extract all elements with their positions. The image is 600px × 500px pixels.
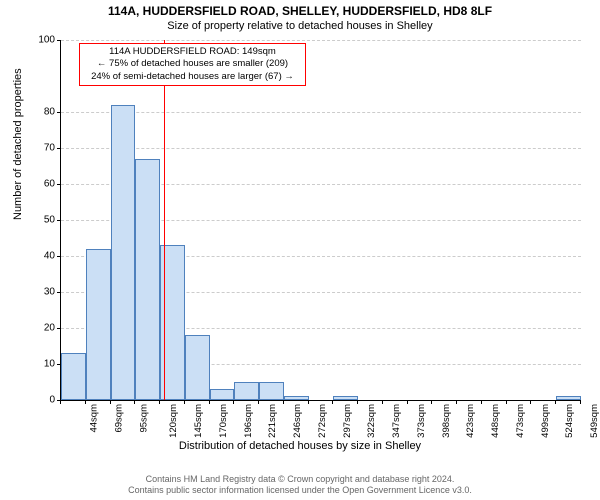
- bar: [86, 249, 111, 400]
- y-tick-label: 100: [25, 35, 55, 46]
- bar: [333, 396, 358, 400]
- x-tick-mark: [258, 400, 259, 404]
- y-axis-label: Number of detached properties: [12, 68, 24, 220]
- y-tick-label: 50: [25, 215, 55, 226]
- x-tick-mark: [233, 400, 234, 404]
- x-tick-label: 221sqm: [267, 404, 278, 438]
- x-tick-mark: [308, 400, 309, 404]
- marker-line: [164, 40, 165, 400]
- attribution: Contains HM Land Registry data © Crown c…: [0, 474, 600, 496]
- attribution-line-1: Contains HM Land Registry data © Crown c…: [0, 474, 600, 485]
- x-tick-label: 272sqm: [317, 404, 328, 438]
- y-tick-label: 20: [25, 323, 55, 334]
- x-tick-mark: [506, 400, 507, 404]
- x-tick-label: 95sqm: [138, 404, 149, 433]
- title-sub: Size of property relative to detached ho…: [0, 20, 600, 32]
- x-tick-mark: [456, 400, 457, 404]
- x-tick-mark: [481, 400, 482, 404]
- x-tick-label: 549sqm: [589, 404, 600, 438]
- y-tick-label: 70: [25, 143, 55, 154]
- x-tick-mark: [283, 400, 284, 404]
- y-tick-mark: [57, 148, 61, 149]
- y-tick-mark: [57, 112, 61, 113]
- bar: [284, 396, 309, 400]
- x-tick-mark: [110, 400, 111, 404]
- x-tick-label: 398sqm: [440, 404, 451, 438]
- bar: [259, 382, 284, 400]
- x-tick-label: 196sqm: [242, 404, 253, 438]
- bar: [234, 382, 259, 400]
- x-axis-label: Distribution of detached houses by size …: [0, 440, 600, 452]
- x-tick-mark: [60, 400, 61, 404]
- title-main: 114A, HUDDERSFIELD ROAD, SHELLEY, HUDDER…: [0, 4, 600, 18]
- x-tick-label: 120sqm: [168, 404, 179, 438]
- y-tick-label: 40: [25, 251, 55, 262]
- y-tick-mark: [57, 292, 61, 293]
- x-tick-mark: [134, 400, 135, 404]
- bar: [135, 159, 160, 400]
- x-tick-label: 473sqm: [515, 404, 526, 438]
- x-tick-mark: [159, 400, 160, 404]
- x-tick-label: 499sqm: [540, 404, 551, 438]
- bar: [61, 353, 86, 400]
- annotation-box: 114A HUDDERSFIELD ROAD: 149sqm← 75% of d…: [79, 43, 306, 86]
- x-tick-label: 373sqm: [416, 404, 427, 438]
- x-tick-label: 448sqm: [490, 404, 501, 438]
- bar: [210, 389, 235, 400]
- plot-area: [60, 40, 581, 401]
- annotation-line: ← 75% of detached houses are smaller (20…: [84, 58, 301, 70]
- y-tick-label: 80: [25, 107, 55, 118]
- y-tick-label: 60: [25, 179, 55, 190]
- bar: [185, 335, 210, 400]
- x-tick-mark: [184, 400, 185, 404]
- y-tick-label: 30: [25, 287, 55, 298]
- x-tick-mark: [431, 400, 432, 404]
- x-tick-mark: [580, 400, 581, 404]
- y-tick-mark: [57, 220, 61, 221]
- bar: [556, 396, 581, 400]
- annotation-line: 24% of semi-detached houses are larger (…: [84, 71, 301, 83]
- gridline: [61, 112, 581, 113]
- x-tick-label: 297sqm: [341, 404, 352, 438]
- attribution-line-2: Contains public sector information licen…: [0, 485, 600, 496]
- y-tick-mark: [57, 256, 61, 257]
- gridline: [61, 148, 581, 149]
- y-tick-mark: [57, 184, 61, 185]
- x-tick-label: 145sqm: [193, 404, 204, 438]
- x-tick-mark: [382, 400, 383, 404]
- x-tick-mark: [332, 400, 333, 404]
- x-tick-label: 524sqm: [564, 404, 575, 438]
- y-tick-label: 0: [25, 395, 55, 406]
- x-tick-mark: [85, 400, 86, 404]
- bar: [111, 105, 136, 400]
- x-tick-mark: [357, 400, 358, 404]
- x-tick-mark: [407, 400, 408, 404]
- y-tick-mark: [57, 328, 61, 329]
- x-tick-mark: [530, 400, 531, 404]
- gridline: [61, 40, 581, 41]
- y-tick-mark: [57, 40, 61, 41]
- x-tick-label: 44sqm: [89, 404, 100, 433]
- x-tick-label: 322sqm: [366, 404, 377, 438]
- x-tick-label: 246sqm: [292, 404, 303, 438]
- x-tick-label: 347sqm: [391, 404, 402, 438]
- annotation-line: 114A HUDDERSFIELD ROAD: 149sqm: [84, 46, 301, 58]
- x-tick-label: 69sqm: [113, 404, 124, 433]
- chart-root: 114A, HUDDERSFIELD ROAD, SHELLEY, HUDDER…: [0, 0, 600, 500]
- x-tick-label: 170sqm: [218, 404, 229, 438]
- y-tick-label: 10: [25, 359, 55, 370]
- x-tick-mark: [209, 400, 210, 404]
- x-tick-label: 423sqm: [465, 404, 476, 438]
- x-tick-mark: [555, 400, 556, 404]
